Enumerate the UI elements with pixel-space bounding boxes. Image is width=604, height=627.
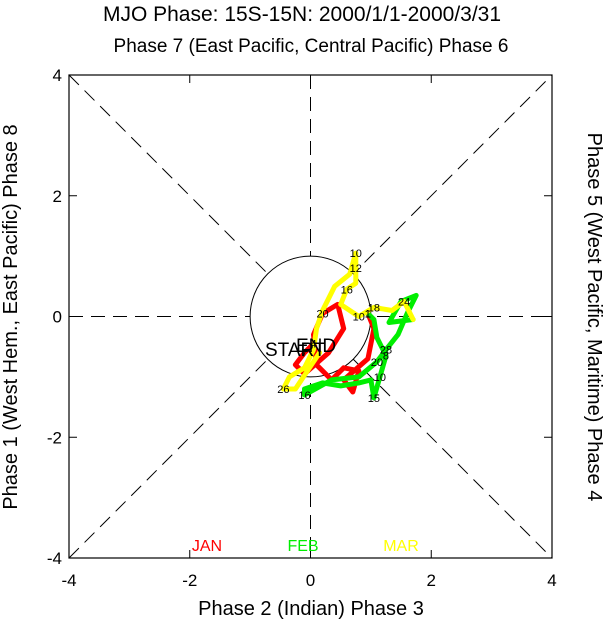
day-label: 4: [310, 339, 316, 351]
x-tick-label: 0: [306, 571, 315, 590]
legend-entry-mar: MAR: [383, 538, 419, 555]
day-label: 20: [371, 357, 383, 369]
series-lines: [280, 250, 419, 401]
y-tick-label: 2: [53, 187, 62, 206]
x-tick-label: -2: [182, 571, 197, 590]
y-tick-label: -2: [47, 428, 62, 447]
series-line-mar: [280, 250, 416, 392]
day-label: 10: [350, 248, 362, 260]
day-label: 12: [350, 263, 362, 275]
legend: JAN FEB MAR: [192, 538, 419, 555]
y-axis-label: Phase 1 (West Hem., East Pacific) Phase …: [0, 124, 22, 509]
day-label: 24: [398, 296, 410, 308]
day-label: 28: [380, 345, 392, 357]
day-label: 1: [365, 308, 371, 320]
y-tick-label: 4: [53, 66, 62, 85]
x-tick-label: 2: [427, 571, 436, 590]
legend-entry-jan: JAN: [192, 538, 222, 555]
day-label: 10: [374, 372, 386, 384]
start-label: START: [265, 340, 326, 361]
day-label: 10: [353, 312, 365, 324]
day-label: 15: [368, 393, 380, 405]
legend-entry-feb: FEB: [287, 538, 318, 555]
x-tick-label: -4: [61, 571, 76, 590]
x-axis-label: Phase 2 (Indian) Phase 3: [198, 598, 424, 620]
series-line-feb: [302, 292, 419, 401]
end-label: END: [296, 336, 336, 357]
day-label: 1: [365, 308, 371, 320]
day-label: 26: [277, 384, 289, 396]
day-label: 8: [383, 351, 389, 363]
day-label: 18: [368, 302, 380, 314]
top-phase-label: Phase 7 (East Pacific, Central Pacific) …: [114, 36, 509, 57]
right-phase-label: Phase 5 (West Pacific, Maritime) Phase 4: [583, 133, 604, 502]
chart-title: MJO Phase: 15S-15N: 2000/1/1-2000/3/31: [103, 3, 501, 26]
day-label: 20: [316, 308, 328, 320]
day-label: 16: [341, 284, 353, 296]
day-label: 7: [301, 348, 307, 360]
y-tick-label: 0: [53, 308, 62, 327]
day-label: 16: [298, 390, 310, 402]
y-tick-label: -4: [47, 549, 62, 568]
x-tick-label: 4: [547, 571, 556, 590]
